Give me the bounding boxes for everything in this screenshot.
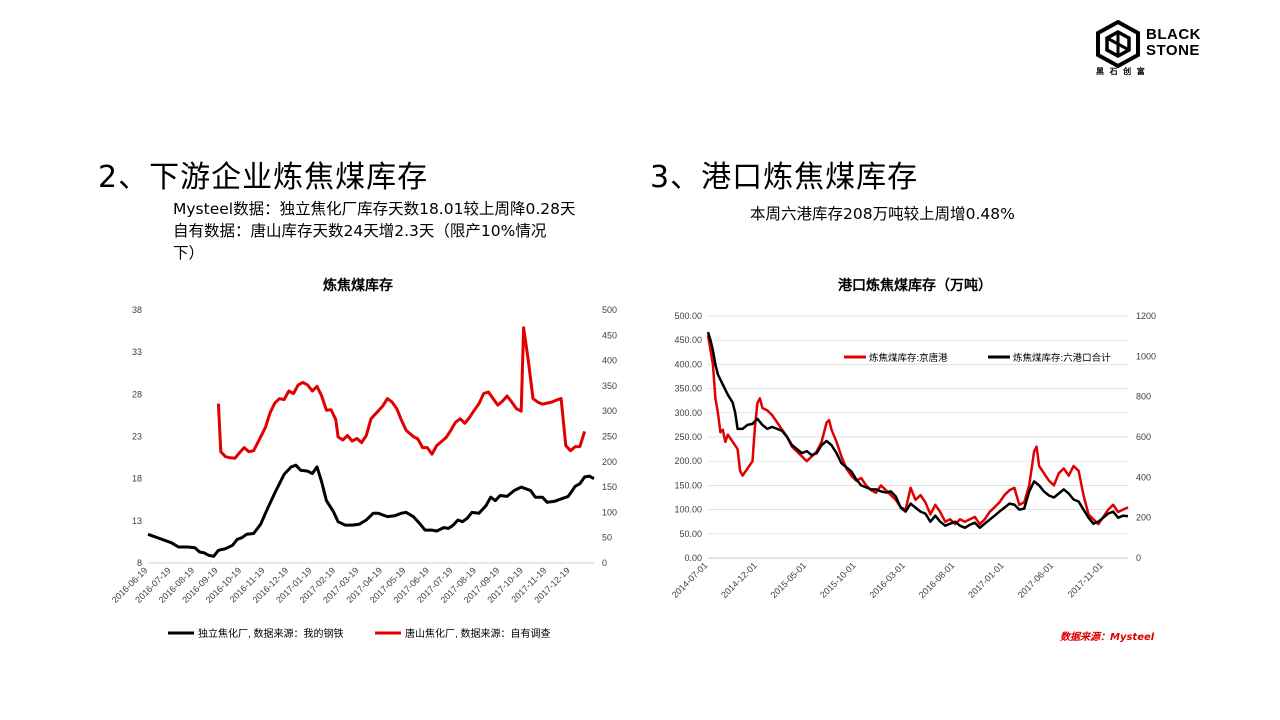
section-title-port: 3、港口炼焦煤库存 xyxy=(650,160,919,195)
y-right-tick-label: 150 xyxy=(602,482,617,492)
series-line xyxy=(147,463,595,558)
y-right-tick-label: 1200 xyxy=(1136,311,1156,321)
logo-line1: BLACK xyxy=(1146,26,1201,43)
logo-subtitle: 黑 石 创 富 xyxy=(1096,67,1145,76)
y-right-tick-label: 1000 xyxy=(1136,351,1156,361)
y-left-tick-label: 38 xyxy=(132,305,142,315)
legend-label: 炼焦煤库存:六港口合计 xyxy=(1013,352,1111,364)
chart-title-coking-coal: 炼焦煤库存 xyxy=(323,278,393,294)
y-right-tick-label: 500 xyxy=(602,305,617,315)
coking-coal-inventory-chart: 3833282318138500450400350300250200150100… xyxy=(110,305,617,640)
series-line xyxy=(216,326,587,460)
y-left-tick-label: 0.00 xyxy=(684,553,702,563)
series-line xyxy=(706,331,1129,530)
y-left-tick-label: 450.00 xyxy=(674,335,702,345)
hexagon-logo-icon xyxy=(1096,20,1140,68)
y-right-tick-label: 300 xyxy=(602,406,617,416)
logo-line2: STONE xyxy=(1146,42,1200,59)
y-right-tick-label: 200 xyxy=(602,457,617,467)
x-tick-label: 2014-12-01 xyxy=(719,560,759,600)
note-line: Mysteel数据：独立焦化厂库存天数18.01较上周降0.28天 xyxy=(173,200,576,218)
y-left-tick-label: 300.00 xyxy=(674,408,702,418)
y-left-tick-label: 250.00 xyxy=(674,432,702,442)
y-left-tick-label: 200.00 xyxy=(674,456,702,466)
y-right-tick-label: 0 xyxy=(602,558,607,568)
y-left-tick-label: 13 xyxy=(132,516,142,526)
note-line: 自有数据：唐山库存天数24天增2.3天（限产10%情况 xyxy=(173,222,547,240)
y-left-tick-label: 500.00 xyxy=(674,311,702,321)
x-tick-label: 2017-06-01 xyxy=(1016,560,1056,600)
x-tick-label: 2017-11-01 xyxy=(1066,560,1105,599)
brand-logo: BLACK STONE 黑 石 创 富 xyxy=(1092,18,1222,78)
y-right-tick-label: 600 xyxy=(1136,432,1151,442)
chart-title-port: 港口炼焦煤库存（万吨） xyxy=(838,278,992,294)
x-tick-label: 2015-10-01 xyxy=(818,560,858,600)
y-left-tick-label: 350.00 xyxy=(674,384,702,394)
legend-label: 独立焦化厂, 数据来源：我的钢铁 xyxy=(198,627,344,640)
y-right-tick-label: 800 xyxy=(1136,392,1151,402)
x-tick-label: 2015-05-01 xyxy=(769,560,809,600)
port-note: 本周六港库存208万吨较上周增0.48% xyxy=(750,205,1015,223)
y-right-tick-label: 450 xyxy=(602,330,617,340)
x-tick-label: 2016-08-01 xyxy=(917,560,957,600)
legend-label: 唐山焦化厂, 数据来源：自有调查 xyxy=(405,627,551,640)
y-right-tick-label: 0 xyxy=(1136,553,1141,563)
y-left-tick-label: 23 xyxy=(132,432,142,442)
y-left-tick-label: 8 xyxy=(137,558,142,568)
y-left-tick-label: 33 xyxy=(132,347,142,357)
y-right-tick-label: 200 xyxy=(1136,513,1151,523)
downstream-notes: Mysteel数据：独立焦化厂库存天数18.01较上周降0.28天 自有数据：唐… xyxy=(173,198,643,264)
x-tick-label: 2016-03-01 xyxy=(867,560,907,600)
x-tick-label: 2017-01-01 xyxy=(966,560,1006,600)
y-left-tick-label: 150.00 xyxy=(674,480,702,490)
data-source-note: 数据来源：Mysteel xyxy=(1060,632,1155,643)
port-coal-inventory-chart: 500.00 450.00 400.00 350.00 300.00 250.00 200.… xyxy=(670,311,1156,600)
x-tick-label: 2014-07-01 xyxy=(670,560,710,600)
y-right-tick-label: 400 xyxy=(1136,472,1151,482)
y-right-tick-label: 50 xyxy=(602,533,612,543)
y-right-tick-label: 400 xyxy=(602,356,617,366)
y-left-tick-label: 100.00 xyxy=(674,505,702,515)
section-title-downstream: 2、下游企业炼焦煤库存 xyxy=(98,160,429,195)
y-left-tick-label: 28 xyxy=(132,389,142,399)
y-right-tick-label: 100 xyxy=(602,507,617,517)
y-left-tick-label: 18 xyxy=(132,474,142,484)
y-left-tick-label: 50.00 xyxy=(679,529,702,539)
y-right-tick-label: 350 xyxy=(602,381,617,391)
legend-label: 炼焦煤库存:京唐港 xyxy=(869,352,948,364)
y-left-tick-label: 400.00 xyxy=(674,359,702,369)
y-right-tick-label: 250 xyxy=(602,432,617,442)
note-line: 下） xyxy=(173,244,205,262)
